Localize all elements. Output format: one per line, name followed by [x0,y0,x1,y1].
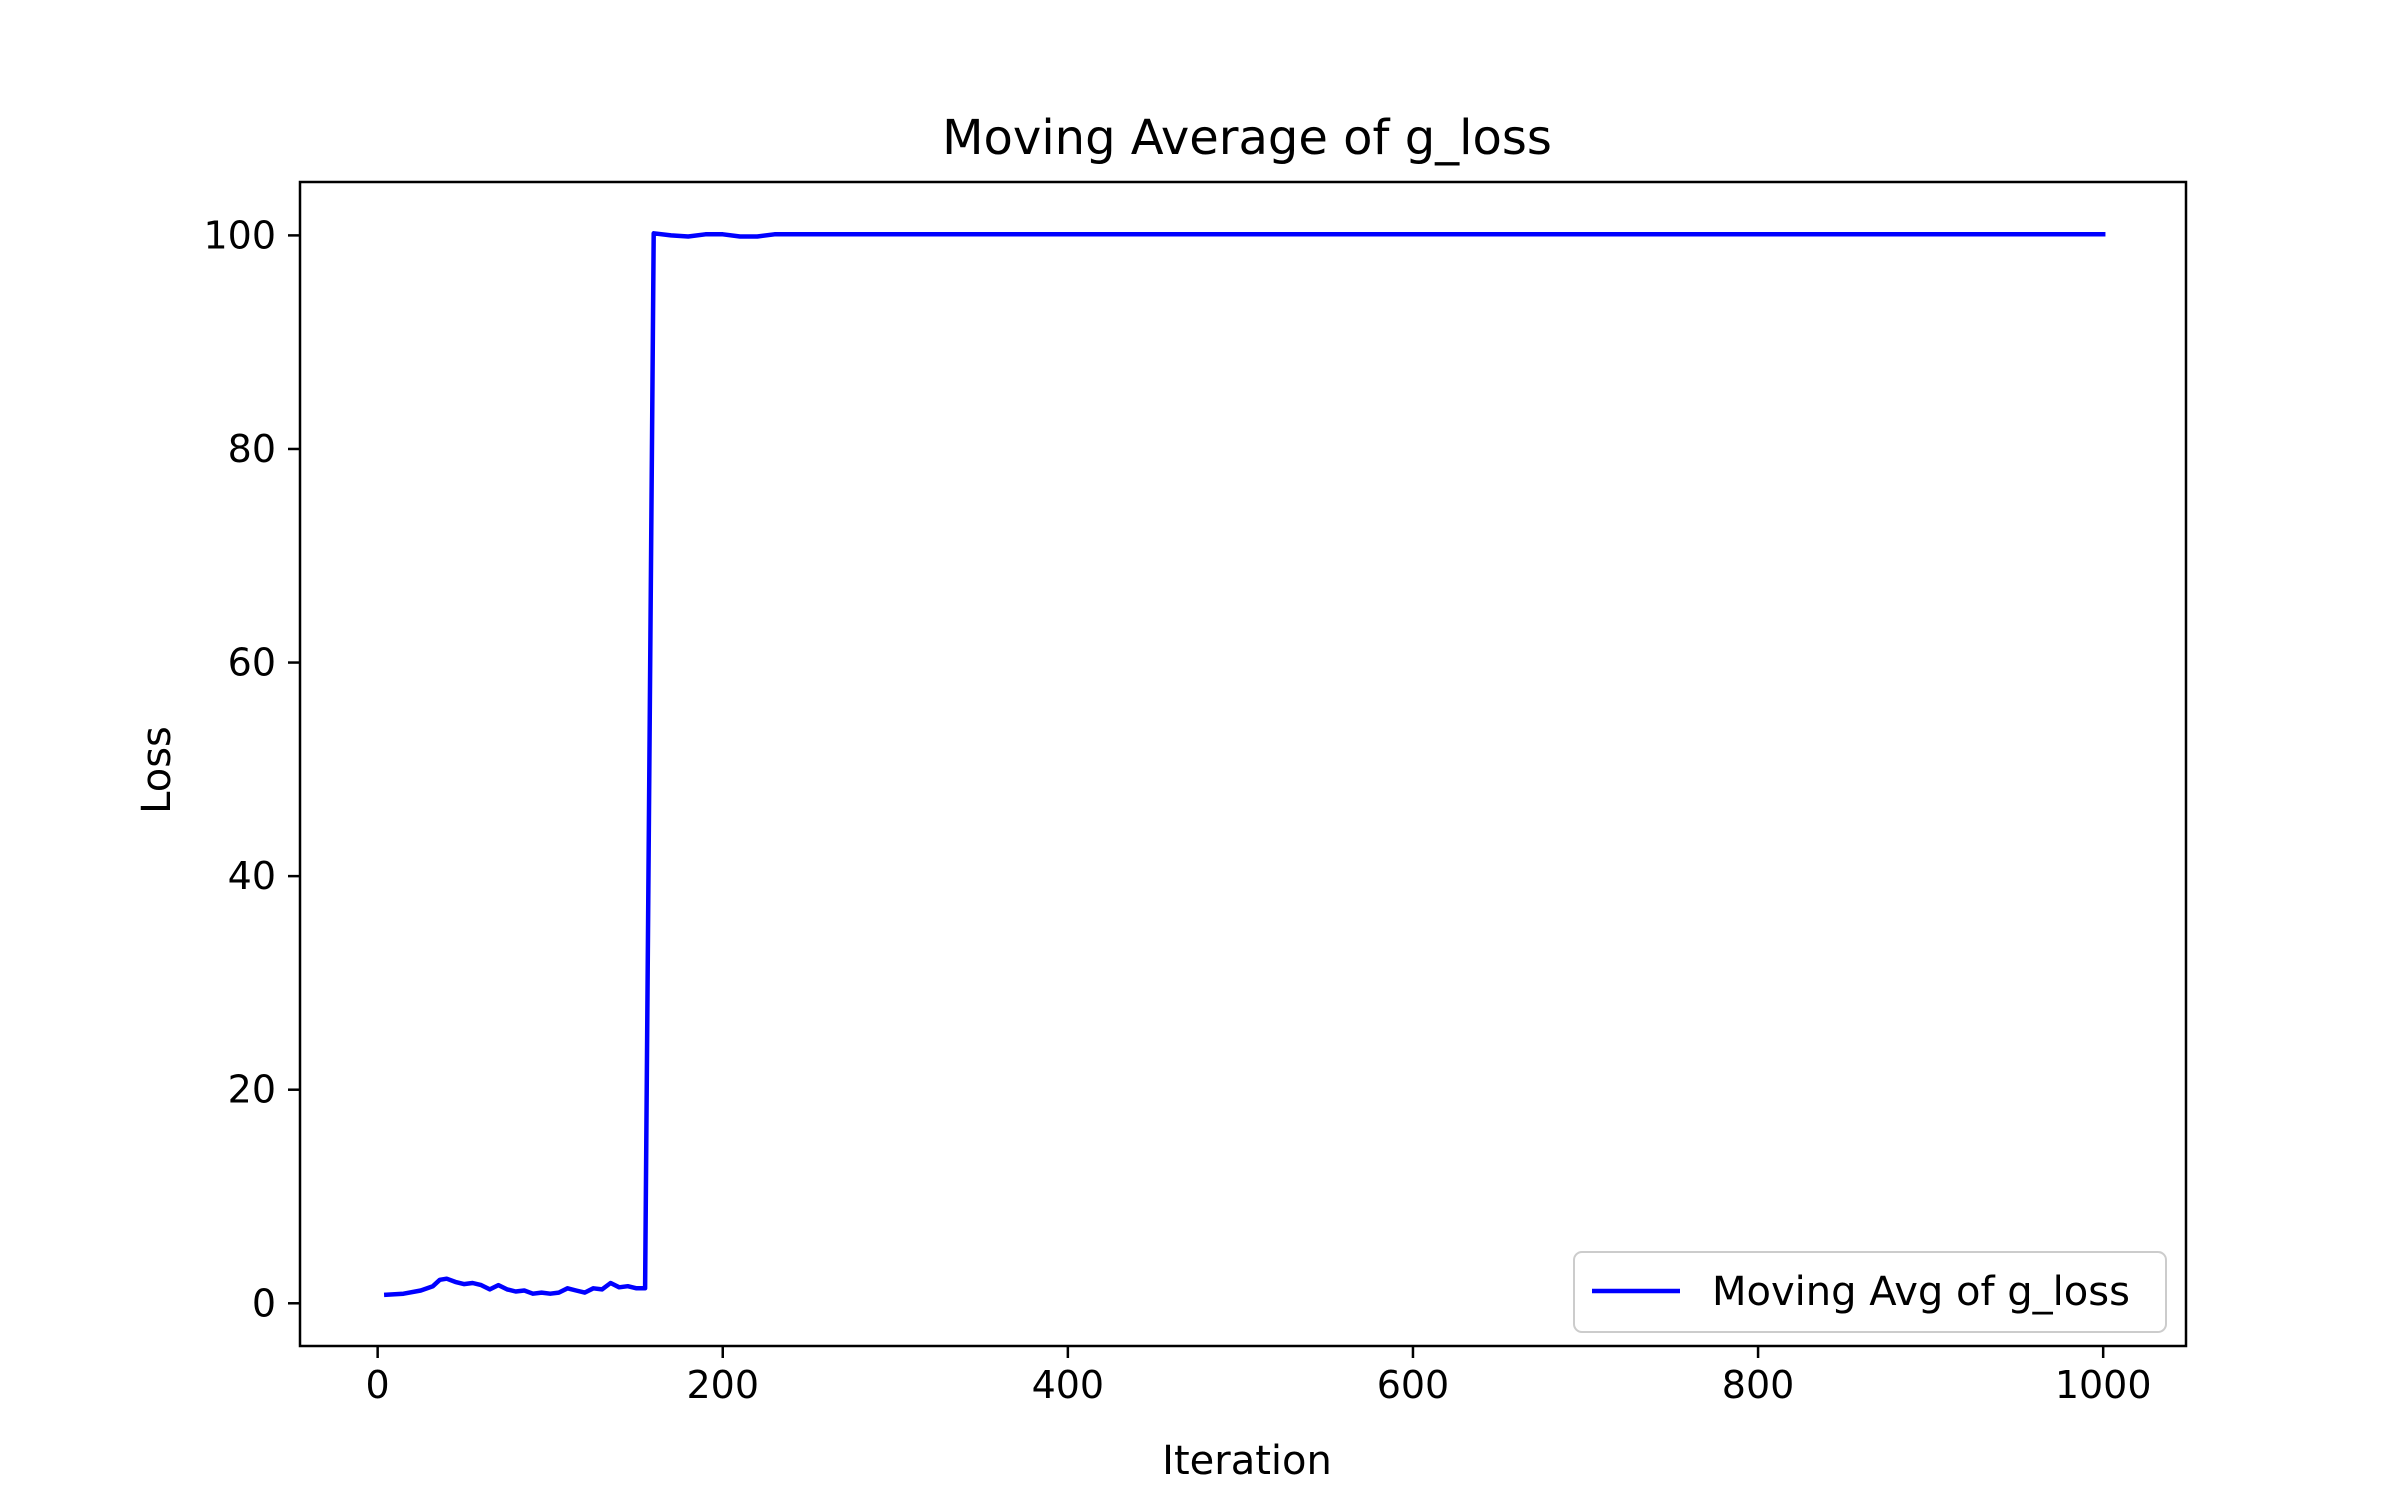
y-axis-ticks: 0 20 40 60 80 100 [203,213,300,1325]
series-layer [383,231,2106,1298]
x-tick-label: 1000 [2055,1363,2152,1407]
y-tick-label: 20 [228,1068,276,1112]
x-tick-label: 400 [1032,1363,1105,1407]
y-tick-label: 80 [228,427,276,471]
legend-frame [1573,1251,2167,1333]
x-tick-label: 600 [1377,1363,1450,1407]
y-axis-label: Loss [134,726,180,814]
x-tick-label: 0 [366,1363,390,1407]
y-tick-label: 100 [203,213,276,257]
chart-title: Moving Average of g_loss [942,110,1552,166]
legend-label-moving-avg: Moving Avg of g_loss [1712,1269,2130,1315]
y-tick-label: 0 [252,1281,276,1325]
series-line-moving-avg [383,231,2106,1298]
x-tick-label: 800 [1722,1363,1795,1407]
plot-area-frame [298,180,2188,1348]
y-tick-label: 40 [228,854,276,898]
x-axis-label: Iteration [1162,1438,1332,1484]
x-tick-label: 200 [686,1363,759,1407]
legend: Moving Avg of g_loss [1573,1251,2167,1333]
x-axis-ticks: 0 200 400 600 800 1000 [366,1346,2152,1407]
y-tick-label: 60 [228,641,276,685]
